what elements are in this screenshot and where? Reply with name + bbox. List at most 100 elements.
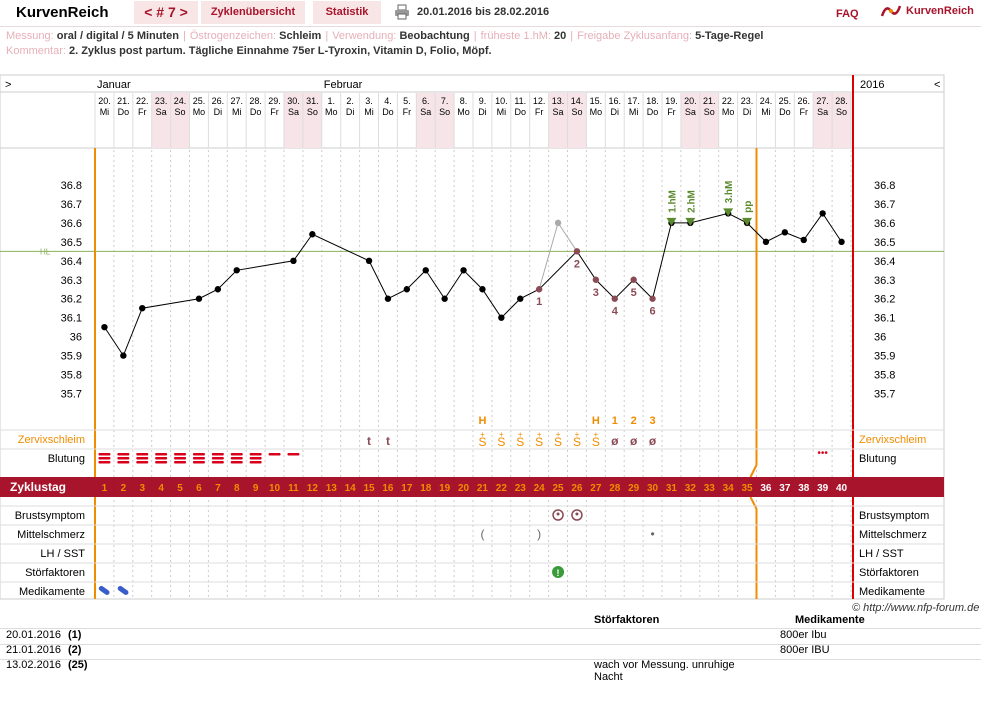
cycle-day-number: 16 (382, 483, 394, 494)
date-label: 21. (117, 96, 130, 106)
weekday-label: Mi (232, 107, 242, 117)
cycle-day-cell (397, 478, 416, 496)
date-label: 26. (797, 96, 810, 106)
row-label-right-zervix: Zervixschleim (859, 434, 926, 446)
cycle-day-cell (379, 478, 397, 496)
weekday-label: Fr (270, 107, 279, 117)
high-label: pp (743, 201, 754, 213)
weekday-label: So (175, 107, 186, 117)
temperature-point (460, 267, 467, 274)
temperature-point (517, 295, 524, 302)
weekday-label: Do (779, 107, 791, 117)
bleeding-mark (117, 461, 130, 464)
cycle-day-number: 31 (666, 483, 678, 494)
weekday-label: Mo (590, 107, 603, 117)
cycle-day-number: 19 (439, 483, 451, 494)
weekday-label: Mo (722, 107, 735, 117)
cycle-day-cell (643, 478, 662, 496)
row-label-right-blutung: Blutung (859, 453, 896, 465)
row-label-right-lh: LH / SST (859, 548, 904, 560)
chart-frame (0, 74, 945, 600)
cycle-day-cell (662, 478, 681, 496)
temperature-point (630, 276, 637, 283)
header-medikamente: Medikamente (795, 614, 865, 626)
weekend-shade (435, 93, 455, 148)
cycle-day-number: 3 (139, 483, 145, 494)
high-marker (666, 217, 677, 226)
cycle-day-label: Zyklustag (10, 480, 66, 494)
cycle-day-cell (208, 478, 227, 496)
breast-symptom-dot (575, 512, 579, 516)
weekend-shade (680, 93, 700, 148)
cycle-day-number: 38 (798, 483, 810, 494)
row-label-left-stoer: Störfaktoren (25, 567, 85, 579)
cycle-day-cell (303, 478, 322, 496)
date-label: 20. (98, 96, 111, 106)
tab-cycle-overview[interactable]: Zyklenübersicht (201, 1, 305, 24)
bleeding-mark (117, 457, 130, 460)
date-label: 12. (533, 96, 546, 106)
printer-icon[interactable] (394, 4, 410, 20)
bleeding-mark (192, 453, 205, 456)
hl-label: HL (40, 247, 51, 256)
y-tick-left: 36.7 (61, 199, 82, 211)
cycle-day-number: 35 (741, 483, 753, 494)
cycle-day-cell (284, 478, 303, 496)
low-count-label: 6 (649, 306, 655, 318)
cycle-day-cell (624, 478, 643, 496)
cycle-day-cell (152, 478, 171, 496)
y-tick-right: 36.2 (874, 294, 895, 306)
temperature-point (139, 305, 146, 312)
date-label: 16. (608, 96, 621, 106)
chart-nav-left: > (5, 79, 11, 91)
bleeding-mark (249, 461, 262, 464)
date-label: 5. (403, 96, 411, 106)
row-label-left-brust: Brustsymptom (15, 510, 85, 522)
mucus-entry: S (592, 435, 600, 449)
y-tick-right: 36.7 (874, 199, 895, 211)
logo-text[interactable]: KurvenReich (906, 5, 974, 17)
spotting-mark: ••• (817, 448, 828, 459)
cycle-day-cell (719, 478, 738, 496)
cycle-day-number: 12 (307, 483, 319, 494)
kurvenreich-logo-icon[interactable] (880, 2, 902, 20)
cycle-nav[interactable]: < # 7 > (134, 1, 198, 24)
temperature-point (762, 238, 770, 246)
date-label: 27. (816, 96, 829, 106)
cycle-day-number: 39 (817, 483, 829, 494)
row-label-right-brust: Brustsymptom (859, 510, 929, 522)
temperature-point (819, 210, 826, 217)
temperature-point (611, 295, 618, 302)
tab-statistics[interactable]: Statistik (313, 1, 381, 24)
temperature-point (649, 295, 656, 302)
y-tick-right: 36.6 (874, 218, 895, 230)
weekday-label: Sa (420, 107, 431, 117)
cycle-day-cell (133, 478, 152, 496)
faq-link[interactable]: FAQ (836, 8, 859, 20)
temperature-point (441, 295, 448, 302)
y-tick-left: 35.7 (61, 389, 82, 401)
high-label: 1.hM (667, 190, 678, 213)
cycle-day-cell (341, 478, 360, 496)
weekday-label: So (307, 107, 318, 117)
row-label-right-medi: Medikamente (859, 586, 925, 598)
row-label-left-medi: Medikamente (19, 586, 85, 598)
date-label: 8. (460, 96, 468, 106)
date-label: 23. (741, 96, 754, 106)
low-count-label: 3 (593, 287, 599, 299)
cycle-day-number: 11 (288, 483, 299, 494)
cycle-day-cell (435, 478, 454, 496)
mucus-plus: + (480, 430, 485, 439)
medication-pill-icon (98, 585, 110, 595)
weekday-label: Mi (761, 107, 771, 117)
weekday-label: Sa (553, 107, 564, 117)
date-label: 29. (268, 96, 281, 106)
temperature-point (120, 352, 127, 359)
y-tick-left: 36.2 (61, 294, 82, 306)
y-tick-left: 36.8 (61, 180, 82, 192)
weekday-label: Mo (325, 107, 338, 117)
cycle-day-number: 28 (609, 483, 621, 494)
bleeding-mark (117, 453, 130, 456)
bleeding-mark (230, 461, 243, 464)
temperature-point (479, 286, 486, 293)
